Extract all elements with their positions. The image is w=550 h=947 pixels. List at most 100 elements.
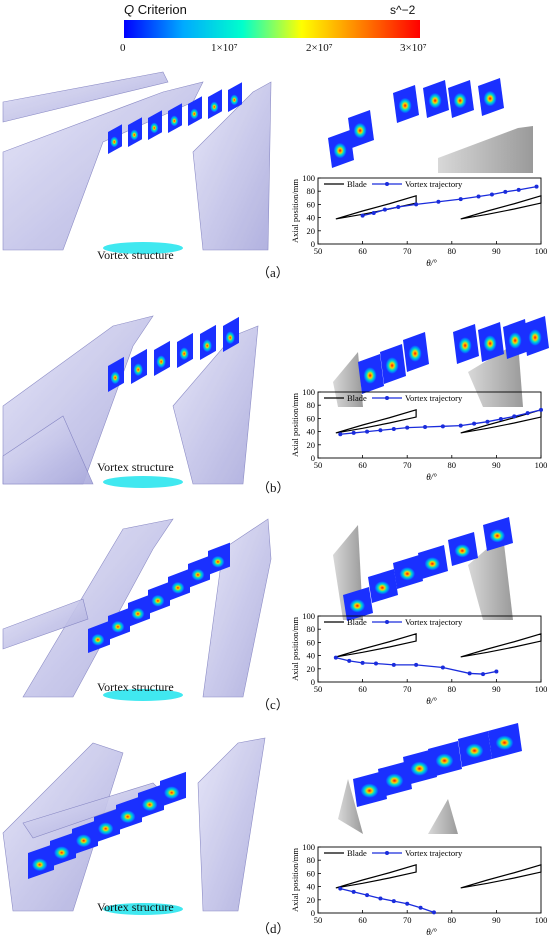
- trajectory-point: [391, 662, 396, 667]
- y-tick-label: 0: [311, 908, 315, 918]
- trajectory-line: [340, 409, 542, 435]
- blade-gray: [338, 779, 363, 834]
- legend-blade-label: Blade: [347, 179, 367, 189]
- blade-gray: [438, 126, 533, 173]
- vortex-slice: [94, 807, 120, 843]
- trajectory-point: [436, 199, 441, 204]
- vortex-slice: [208, 542, 230, 575]
- vortex-slice: [168, 103, 182, 133]
- trajectory-point: [440, 665, 445, 670]
- x-tick-label: 50: [314, 246, 323, 256]
- panel-label: （d）: [257, 921, 290, 936]
- blade-gray: [468, 535, 513, 620]
- trajectory-point: [414, 662, 419, 667]
- blade-surface: [192, 81, 272, 251]
- trajectory-point: [503, 189, 508, 194]
- y-tick-label: 60: [307, 637, 316, 647]
- trajectory-point: [472, 421, 477, 426]
- y-tick-label: 100: [302, 173, 315, 183]
- vortex-slice: [188, 96, 202, 126]
- trajectory-line: [340, 887, 435, 913]
- y-tick-label: 0: [311, 677, 315, 687]
- y-tick-label: 20: [307, 895, 316, 905]
- trajectory-point: [360, 660, 365, 665]
- vortex-slice: [523, 316, 549, 356]
- y-axis-label: Axial position/mm: [290, 393, 300, 457]
- trajectory-point: [338, 432, 343, 437]
- legend-trajectory-label: Vortex trajectory: [405, 179, 463, 189]
- plot-frame: [317, 846, 542, 914]
- y-tick-label: 80: [307, 624, 316, 634]
- vortex-slice: [200, 324, 216, 360]
- vortex-slice: [160, 771, 186, 807]
- vortex-slice: [428, 741, 462, 777]
- legend-blade-label: Blade: [347, 393, 367, 403]
- panel-caption: Vortex structure: [97, 680, 174, 694]
- x-tick-label: 50: [314, 460, 323, 470]
- vortex-slice: [403, 332, 429, 372]
- colorbar-tick: 0: [120, 42, 126, 54]
- vortex-slice: [478, 322, 504, 362]
- y-tick-label: 40: [307, 427, 316, 437]
- trajectory-point: [391, 899, 396, 904]
- legend-blade-label: Blade: [347, 617, 367, 627]
- y-tick-label: 0: [311, 239, 315, 249]
- x-tick-label: 60: [358, 684, 367, 694]
- blade-profile: [460, 864, 542, 889]
- trajectory-point: [534, 184, 539, 189]
- hub-surface: [103, 903, 183, 915]
- vortex-slice: [148, 581, 170, 614]
- blade-surface: [22, 518, 174, 698]
- vortex-slice: [448, 80, 474, 118]
- x-tick-label: 90: [492, 246, 501, 256]
- vortex-slice: [448, 532, 478, 566]
- y-tick-label: 40: [307, 651, 316, 661]
- y-tick-label: 60: [307, 199, 316, 209]
- legend-blade-label: Blade: [347, 848, 367, 858]
- x-axis-label: θ/°: [426, 927, 437, 937]
- y-axis-label: Axial position/mm: [290, 848, 300, 912]
- legend-trajectory-marker: [385, 620, 389, 624]
- vortex-slice: [108, 356, 124, 392]
- trajectory-point: [423, 424, 428, 429]
- hub-surface: [103, 242, 183, 254]
- colorbar-symbol: Q: [124, 2, 135, 17]
- colorbar-title-text: Criterion: [134, 2, 187, 17]
- trajectory-point: [476, 194, 481, 199]
- blade-profile: [460, 409, 542, 434]
- trajectory-point: [338, 886, 343, 891]
- blade-profile: [460, 633, 542, 658]
- vortex-slice: [423, 80, 449, 118]
- x-tick-label: 60: [358, 460, 367, 470]
- vortex-slice: [168, 568, 190, 601]
- vortex-3d-render: [2, 71, 272, 254]
- blade-profile: [335, 633, 417, 658]
- vortex-slice: [380, 344, 406, 384]
- hub-surface: [103, 476, 183, 488]
- trajectory-point: [414, 202, 419, 207]
- y-tick-label: 100: [302, 387, 315, 397]
- y-axis-label: Axial position/mm: [290, 179, 300, 243]
- trajectory-point: [418, 905, 423, 910]
- trajectory-point: [489, 192, 494, 197]
- x-tick-label: 80: [448, 246, 457, 256]
- y-tick-label: 100: [302, 842, 315, 852]
- y-tick-label: 80: [307, 400, 316, 410]
- x-tick-label: 70: [403, 684, 412, 694]
- trajectory-point: [485, 419, 490, 424]
- vortex-slice: [177, 332, 193, 368]
- vortex-slice: [228, 82, 242, 112]
- legend-trajectory-marker: [385, 851, 389, 855]
- vortex-slice: [483, 517, 513, 551]
- x-tick-label: 70: [403, 246, 412, 256]
- vortex-slice: [328, 130, 354, 168]
- vortex-slice: [348, 110, 374, 148]
- vortex-slice: [223, 316, 239, 352]
- vortex-slice: [131, 348, 147, 384]
- x-tick-label: 100: [535, 915, 548, 925]
- blade-profile: [460, 195, 542, 220]
- trajectory-point: [494, 669, 499, 674]
- panel-label: （a）: [257, 265, 289, 280]
- vortex-slices-render: [333, 517, 513, 621]
- vortex-slice: [478, 78, 504, 116]
